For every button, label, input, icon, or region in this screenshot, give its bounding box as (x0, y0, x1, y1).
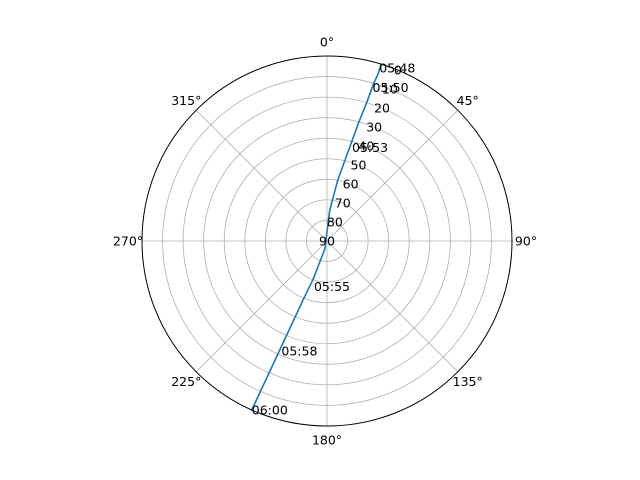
time-label: 05:50 (373, 80, 409, 95)
radial-tick-label: 80 (327, 215, 343, 230)
angular-tick-label: 0° (320, 35, 334, 50)
polar-grid (142, 56, 512, 426)
time-label: 05:55 (314, 279, 350, 294)
time-label: 05:48 (379, 60, 415, 75)
angular-gridline (195, 109, 328, 242)
angular-gridline (195, 240, 328, 373)
polar-frame (141, 55, 513, 427)
angular-tick-labels: 0° 45° 90° 135° 180° 225° 270° 315° (113, 35, 537, 448)
angular-tick-label: 45° (457, 93, 479, 108)
angular-tick-label: 90° (515, 234, 537, 249)
time-label: 05:53 (352, 140, 388, 155)
time-label: 06:00 (252, 403, 288, 418)
radial-tick-label: 20 (374, 101, 390, 116)
radial-tick-label: 10 (382, 82, 398, 97)
radial-tick-label: 30 (366, 120, 382, 135)
radial-tick-label: 40 (358, 139, 374, 154)
angular-tick-label: 315° (171, 93, 201, 108)
radial-tick-label: 50 (351, 158, 367, 173)
radial-tick-label: 90 (319, 234, 335, 249)
angular-tick-label: 225° (171, 374, 201, 389)
time-label: 05:58 (281, 344, 317, 359)
angular-tick-label: 180° (312, 433, 342, 448)
radial-tick-label: 70 (335, 196, 351, 211)
radial-tick-label: 60 (343, 177, 359, 192)
angular-tick-label: 270° (113, 234, 143, 249)
angular-gridline (326, 109, 459, 242)
angular-gridline (326, 240, 459, 373)
angular-tick-label: 135° (453, 374, 483, 389)
series-layer (250, 63, 382, 411)
satellite-track-line (250, 63, 382, 411)
